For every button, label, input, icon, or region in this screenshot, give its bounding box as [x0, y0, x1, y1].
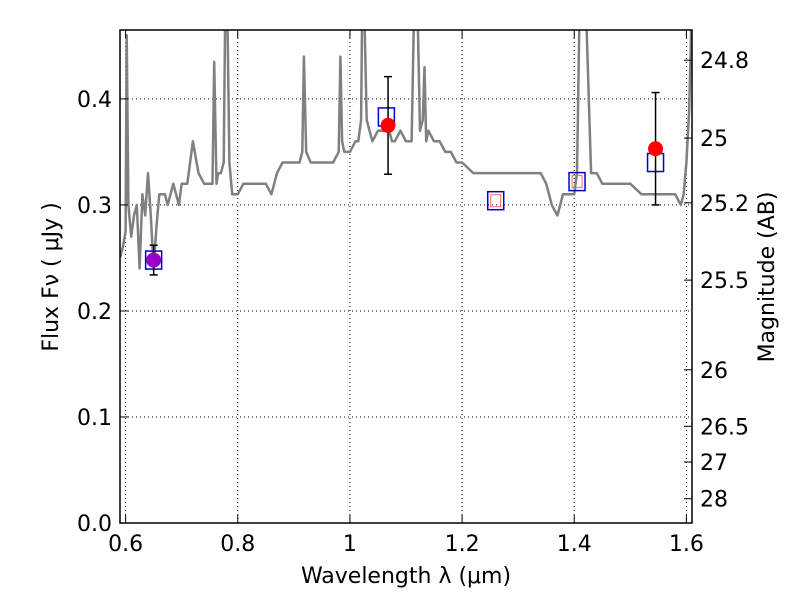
observation-point [146, 252, 162, 268]
y2-tick-label: 28 [700, 488, 728, 513]
x-tick-label: 0.8 [220, 532, 255, 557]
marks-layer [144, 75, 665, 276]
x-tick-label: 1 [343, 532, 357, 557]
y-tick-label: 0.4 [77, 88, 112, 113]
x-tick-label: 0.6 [108, 532, 143, 557]
spectrum-line [120, 30, 692, 270]
small-box [490, 194, 502, 208]
grid-lines [120, 30, 692, 523]
y2-tick-label: 25.5 [700, 269, 749, 294]
y-tick-label: 0.2 [77, 300, 112, 325]
plot-frame [119, 29, 693, 524]
x-tick-label: 1.4 [557, 532, 592, 557]
y2-tick-label: 24.8 [700, 49, 749, 74]
y-tick-label: 0.0 [77, 512, 112, 537]
model-box [486, 190, 505, 211]
observation-point [380, 117, 396, 133]
y2-axis-label: Magnitude (AB) [755, 192, 780, 363]
y2-tick-label: 25.2 [700, 192, 749, 217]
y2-tick-label: 25 [700, 127, 728, 152]
x-tick-label: 1.6 [669, 532, 704, 557]
model-box [568, 171, 586, 192]
small-box [571, 175, 583, 189]
y-tick-label: 0.3 [77, 194, 112, 219]
spectrum-layer [120, 30, 692, 270]
y2-tick-label: 26 [700, 359, 728, 384]
y2-tick-label: 27 [700, 451, 728, 476]
x-axis-label: Wavelength λ (μm) [301, 564, 511, 589]
y-tick-label: 0.1 [77, 406, 112, 431]
observation-point [648, 141, 664, 157]
x-tick-label: 1.2 [445, 532, 480, 557]
y-axis-label: Flux Fν ( μJy ) [39, 202, 64, 351]
y2-tick-label: 26.5 [700, 415, 749, 440]
axis-ticks: 0.6 0.8 1 1.2 1.4 1.6 0.0 0.1 0.2 0.3 0.4 24.8 25 25.… [77, 30, 749, 557]
